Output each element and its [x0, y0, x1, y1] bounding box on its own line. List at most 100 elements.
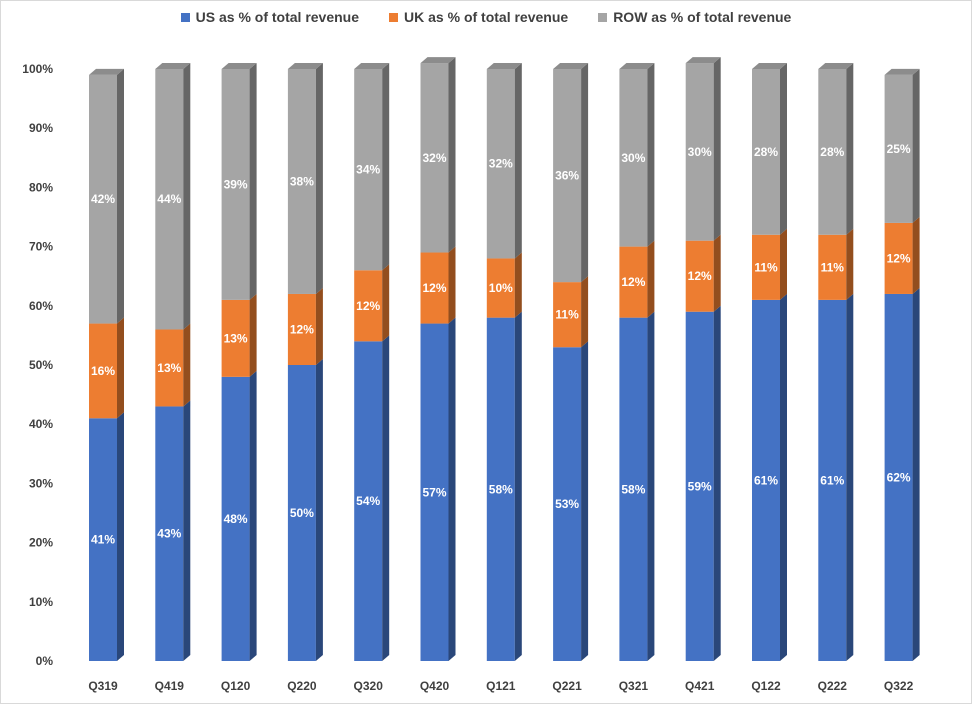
bar-side — [249, 293, 257, 377]
data-label: 11% — [821, 260, 845, 274]
bar-side — [713, 305, 721, 661]
legend-swatch-1 — [389, 12, 399, 22]
bar-segment — [354, 69, 383, 271]
bar-side — [846, 63, 854, 235]
bar-side — [912, 287, 920, 661]
bar-side — [448, 57, 456, 253]
data-label: 30% — [688, 145, 712, 159]
bar-segment — [354, 270, 383, 342]
y-tick-label: 100% — [22, 62, 53, 76]
data-label: 32% — [489, 157, 513, 171]
bar-segment — [752, 234, 780, 300]
bar-segment — [818, 69, 847, 235]
bar-side — [183, 323, 191, 407]
bar-side — [647, 63, 655, 247]
y-tick-label: 80% — [29, 180, 53, 194]
data-label: 25% — [887, 142, 911, 156]
bar-segment — [89, 418, 117, 661]
x-tick-label: Q122 — [751, 679, 781, 693]
bar-segment — [685, 311, 714, 661]
data-label: 59% — [688, 479, 712, 493]
bar-side — [912, 68, 920, 223]
bar-side — [846, 228, 854, 300]
x-tick-label: Q221 — [552, 679, 582, 693]
y-tick-label: 10% — [29, 595, 53, 609]
bar-segment — [221, 299, 250, 377]
x-tick-label: Q322 — [884, 679, 914, 693]
data-label: 12% — [621, 275, 645, 289]
bar-side — [117, 68, 124, 324]
bar-side — [846, 293, 854, 661]
bar-side — [315, 359, 323, 661]
data-label: 39% — [224, 177, 248, 191]
bar-side — [183, 63, 191, 330]
legend-item-0: US as % of total revenue — [180, 9, 359, 25]
bar-side — [780, 293, 787, 661]
bar-side — [514, 63, 522, 259]
data-label: 48% — [224, 512, 248, 526]
bar-side — [315, 287, 323, 365]
bar-side — [249, 370, 257, 661]
bar-segment — [354, 341, 383, 661]
data-label: 28% — [754, 145, 778, 159]
bar-side — [581, 276, 589, 348]
bar-top — [354, 63, 390, 69]
bar-side — [382, 63, 390, 271]
bar-side — [647, 240, 655, 318]
x-tick-label: Q421 — [685, 679, 715, 693]
data-label: 12% — [688, 269, 712, 283]
bar-side — [382, 335, 390, 661]
bar-segment — [221, 69, 250, 300]
data-label: 34% — [356, 163, 380, 177]
bar-segment — [553, 347, 582, 661]
data-label: 53% — [555, 497, 579, 511]
bar-segment — [155, 69, 184, 330]
bar-segment — [685, 63, 714, 241]
bar-side — [780, 63, 787, 235]
data-label: 41% — [91, 533, 115, 547]
bar-segment — [486, 317, 515, 661]
data-label: 38% — [290, 174, 314, 188]
bar-top — [89, 68, 124, 75]
data-label: 12% — [422, 281, 446, 295]
bar-segment — [619, 317, 648, 661]
data-label: 12% — [356, 299, 380, 313]
bar-segment — [884, 222, 913, 294]
data-label: 58% — [621, 482, 645, 496]
x-tick-label: Q321 — [619, 679, 649, 693]
legend-label-2: ROW as % of total revenue — [613, 9, 792, 25]
bar-top — [221, 63, 257, 69]
bar-side — [249, 63, 257, 300]
y-tick-label: 40% — [29, 417, 53, 431]
data-label: 32% — [422, 151, 446, 165]
bar-segment — [89, 74, 117, 324]
bar-side — [780, 228, 787, 300]
bar-side — [448, 246, 456, 324]
y-tick-label: 60% — [29, 299, 53, 313]
data-label: 12% — [290, 322, 314, 336]
legend-item-1: UK as % of total revenue — [389, 9, 568, 25]
bar-segment — [420, 323, 449, 661]
bar-top — [287, 63, 323, 69]
bar-segment — [884, 293, 913, 661]
bar-segment — [818, 299, 847, 661]
data-label: 50% — [290, 506, 314, 520]
y-tick-label: 20% — [29, 536, 53, 550]
bar-side — [713, 57, 721, 241]
bar-top — [884, 68, 920, 75]
bar-side — [647, 311, 655, 661]
bar-side — [315, 63, 323, 294]
bar-side — [581, 63, 589, 283]
bar-segment — [155, 406, 184, 661]
bar-segment — [420, 252, 449, 324]
bar-side — [117, 317, 124, 419]
bar-segment — [619, 69, 648, 247]
bar-top — [685, 57, 721, 64]
bar-side — [117, 412, 124, 661]
data-label: 61% — [754, 473, 778, 487]
bar-segment — [420, 63, 449, 253]
data-label: 11% — [555, 308, 579, 322]
data-label: 11% — [754, 260, 778, 274]
x-tick-label: Q220 — [287, 679, 317, 693]
data-label: 16% — [91, 364, 115, 378]
